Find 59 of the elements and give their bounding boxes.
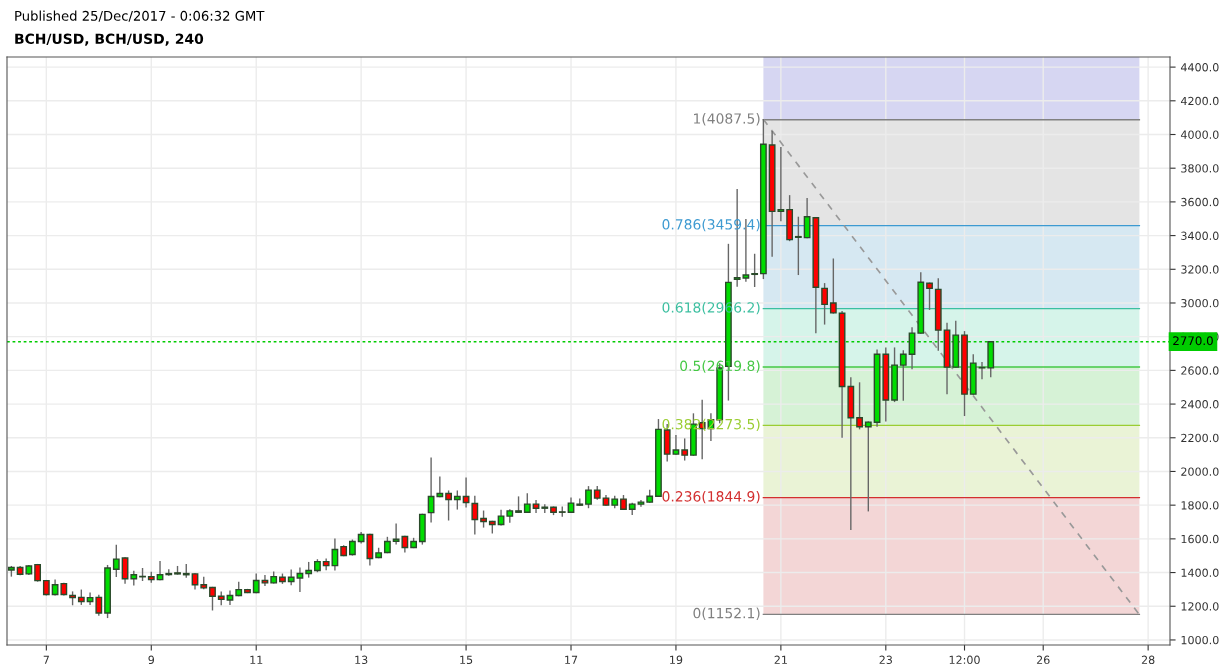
text: Published 25/Dec/2017 - 0:06:32 GMT	[15, 10, 265, 22]
candlestick	[445, 490, 452, 521]
x-tick-label: 21	[774, 655, 787, 664]
ref-line-label: 0(1152.1)	[693, 607, 760, 620]
y-tick-label: 3800.0	[1181, 164, 1219, 173]
candlestick	[672, 435, 680, 455]
x-tick-label: 15	[460, 655, 473, 665]
candlestick	[287, 569, 295, 586]
candlestick	[908, 327, 916, 370]
chart-title: BCH/USD, BCH/USD, 240	[15, 33, 204, 46]
candlestick	[926, 282, 933, 310]
y-tick-label: 3200.0	[1181, 265, 1219, 274]
x-tick-label: 9	[148, 655, 155, 665]
y-tick-label: 2000.0	[1181, 467, 1219, 476]
y-tick-label: 3400.0	[1181, 231, 1219, 240]
y-tick-label: 3000.0	[1181, 298, 1219, 308]
y-tick-label: 4400.0	[1180, 63, 1219, 72]
y-tick-label: 2200.0	[1181, 433, 1219, 443]
y-tick-label: 1400.0	[1181, 568, 1219, 577]
candlestick	[794, 216, 802, 276]
candlestick	[681, 438, 689, 461]
candlestick	[821, 283, 829, 325]
candlestick	[252, 573, 260, 594]
candlestick	[829, 258, 837, 314]
x-tick-label: 7	[43, 655, 49, 664]
y-tick-label: 2400.0	[1181, 400, 1219, 409]
ref-line-label: 2770.0	[1173, 336, 1213, 346]
y-tick-label: 1000.0	[1181, 635, 1219, 645]
x-tick-label: 23	[879, 655, 892, 665]
candlestick	[226, 590, 234, 605]
x-tick-label: 11	[250, 655, 263, 664]
candlestick	[471, 495, 479, 535]
y-tick-label: 1800.0	[1181, 501, 1219, 510]
ref-line-label: 1(4087.5)	[694, 113, 760, 126]
x-tick-label: 26	[1036, 655, 1050, 665]
candlestick	[209, 586, 216, 611]
candlestick	[112, 544, 120, 578]
y-tick-label: 3600.0	[1181, 197, 1219, 207]
candlestick	[585, 486, 592, 509]
y-tick-label: 2600.0	[1181, 366, 1219, 375]
y-tick-label: 4200.0	[1180, 96, 1219, 106]
candlestick	[751, 253, 759, 287]
x-tick-label: 28	[1141, 655, 1155, 665]
y-tick-label: 1200.0	[1181, 602, 1219, 611]
x-tick-label: 12:00	[949, 655, 980, 665]
candlestick	[95, 594, 103, 616]
x-tick-label: 13	[355, 655, 368, 665]
x-tick-label: 17	[565, 655, 578, 664]
x-tick-label: 19	[670, 655, 683, 665]
candlestick	[523, 493, 531, 513]
candlestick	[856, 382, 863, 430]
y-tick-label: 4000.0	[1180, 130, 1219, 139]
candlestick	[899, 350, 907, 401]
candlestick	[864, 421, 872, 512]
ref-line-label: 0.236(1844.9)	[662, 490, 760, 504]
candlestick	[261, 574, 269, 586]
y-tick-label: 1600.0	[1181, 534, 1219, 544]
candlestick	[296, 567, 304, 592]
candlestick	[978, 362, 986, 380]
